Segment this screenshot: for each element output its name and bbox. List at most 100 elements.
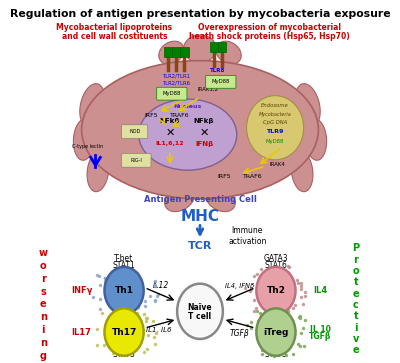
Text: STAT5: STAT5 — [264, 350, 287, 359]
Text: T-bet: T-bet — [114, 253, 134, 262]
Text: w: w — [39, 248, 48, 258]
Text: IRAK4: IRAK4 — [270, 162, 286, 167]
Text: INFγ: INFγ — [71, 286, 92, 295]
Text: t: t — [354, 311, 358, 321]
Text: r: r — [354, 254, 358, 265]
Text: TLR9: TLR9 — [266, 129, 284, 134]
Text: IL4: IL4 — [313, 286, 327, 295]
Text: IRF5: IRF5 — [144, 113, 158, 118]
Text: ✕: ✕ — [199, 128, 209, 138]
Text: IL1,6,12: IL1,6,12 — [156, 140, 184, 146]
Ellipse shape — [80, 83, 105, 126]
Text: IL4, IFNβ: IL4, IFNβ — [224, 283, 254, 289]
Text: MyD88: MyD88 — [162, 91, 181, 96]
Text: Naïve: Naïve — [188, 303, 212, 312]
Circle shape — [256, 308, 296, 356]
Bar — [210, 42, 218, 52]
Text: MHC: MHC — [180, 209, 220, 224]
Ellipse shape — [295, 83, 320, 126]
Ellipse shape — [139, 99, 237, 170]
Text: Th1: Th1 — [114, 286, 134, 295]
Text: Th17: Th17 — [111, 327, 137, 337]
FancyBboxPatch shape — [157, 87, 187, 100]
Text: Th2: Th2 — [266, 286, 286, 295]
Ellipse shape — [216, 41, 241, 64]
Bar — [218, 42, 226, 52]
Ellipse shape — [206, 186, 235, 212]
Text: g: g — [40, 351, 47, 361]
Text: RIG-I: RIG-I — [130, 158, 142, 163]
Ellipse shape — [246, 96, 304, 160]
Text: STAT3: STAT3 — [113, 350, 136, 359]
Text: MyD88: MyD88 — [211, 79, 230, 84]
Text: n: n — [40, 338, 47, 348]
Text: ✕: ✕ — [165, 128, 174, 138]
Text: Mycobacteria: Mycobacteria — [259, 112, 292, 117]
Text: r: r — [41, 274, 46, 284]
Text: TLR8: TLR8 — [210, 68, 226, 73]
Circle shape — [177, 284, 223, 339]
Text: TRAF6: TRAF6 — [243, 174, 263, 179]
Text: GATA3: GATA3 — [264, 253, 288, 262]
Text: s: s — [40, 286, 46, 297]
Ellipse shape — [73, 119, 95, 160]
FancyBboxPatch shape — [122, 125, 148, 139]
Text: Antigen Presenting Cell: Antigen Presenting Cell — [144, 195, 256, 204]
Text: TGFβ: TGFβ — [309, 333, 331, 342]
Text: iTreg: iTreg — [263, 327, 289, 337]
Text: o: o — [353, 266, 359, 276]
Text: IRF5: IRF5 — [218, 174, 231, 179]
Text: and cell wall costituents: and cell wall costituents — [62, 32, 167, 41]
Text: TCR: TCR — [188, 241, 212, 251]
Text: T cell: T cell — [188, 312, 212, 321]
Text: Endosome: Endosome — [261, 103, 289, 108]
Text: C-type lectin: C-type lectin — [72, 144, 103, 149]
Bar — [180, 47, 188, 57]
Text: c: c — [353, 300, 359, 310]
Text: IL 10: IL 10 — [310, 325, 330, 334]
Text: NOD: NOD — [129, 129, 140, 134]
Ellipse shape — [82, 61, 318, 199]
Text: STAT6: STAT6 — [264, 261, 287, 270]
Text: v: v — [353, 334, 359, 344]
Text: MyD88: MyD88 — [266, 139, 284, 144]
Text: CpG DNA: CpG DNA — [263, 120, 287, 125]
Text: e: e — [353, 345, 359, 355]
Text: IL1, IL6: IL1, IL6 — [146, 327, 172, 333]
Bar — [172, 47, 180, 57]
Text: e: e — [353, 289, 359, 298]
Text: n: n — [40, 312, 47, 322]
Text: IFNβ: IFNβ — [195, 140, 213, 147]
Text: Immune
activation: Immune activation — [228, 227, 266, 246]
Text: Overexpression of mycobacterial: Overexpression of mycobacterial — [198, 23, 341, 32]
Circle shape — [104, 267, 144, 314]
Text: IRAK1,2: IRAK1,2 — [198, 87, 219, 92]
Circle shape — [256, 267, 296, 314]
Text: P: P — [352, 243, 360, 253]
Ellipse shape — [305, 119, 327, 160]
Text: heath shock proteins (Hsp65, Hsp70): heath shock proteins (Hsp65, Hsp70) — [189, 32, 350, 41]
Text: e: e — [40, 299, 46, 309]
Text: Nucleus: Nucleus — [174, 104, 202, 109]
Ellipse shape — [184, 35, 216, 62]
Text: i: i — [354, 323, 358, 333]
FancyBboxPatch shape — [122, 154, 151, 167]
Text: IL17: IL17 — [72, 327, 92, 337]
Text: TLR2/TLR6: TLR2/TLR6 — [163, 80, 191, 85]
Text: TGFβ: TGFβ — [229, 329, 249, 338]
Circle shape — [104, 308, 144, 356]
Text: STAT1: STAT1 — [113, 261, 136, 270]
Ellipse shape — [291, 151, 313, 192]
Text: o: o — [40, 261, 46, 271]
Text: RORγt: RORγt — [112, 342, 136, 351]
Text: NFkβ: NFkβ — [160, 118, 180, 124]
Text: FOXP3: FOXP3 — [264, 342, 288, 351]
Text: NFkβ: NFkβ — [194, 118, 214, 124]
Text: TLR2/TLR1: TLR2/TLR1 — [163, 73, 191, 78]
Ellipse shape — [87, 151, 109, 192]
Text: i: i — [42, 325, 45, 335]
Text: Regulation of antigen presentation by mycobacteria exposure: Regulation of antigen presentation by my… — [10, 9, 390, 19]
Ellipse shape — [165, 186, 194, 212]
Text: Mycobacterial lipoproteins: Mycobacterial lipoproteins — [56, 23, 172, 32]
Text: IL12: IL12 — [153, 281, 169, 290]
